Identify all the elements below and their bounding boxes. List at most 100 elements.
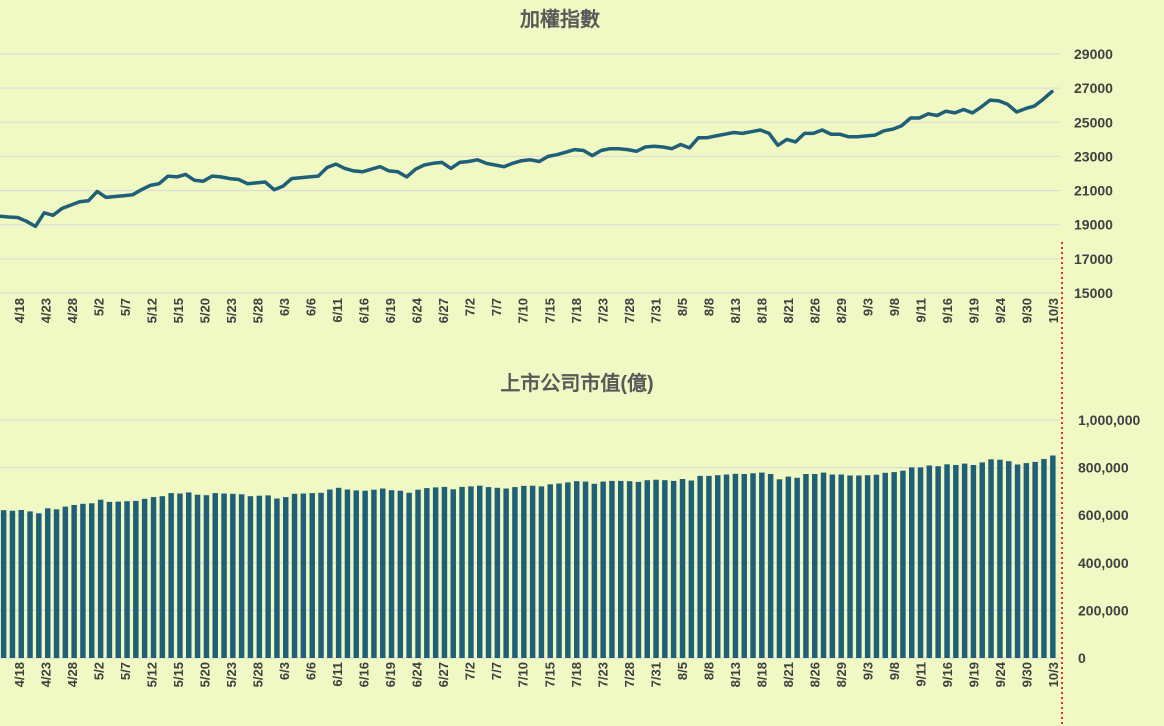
market-cap-bar (159, 496, 166, 658)
market-cap-bar (27, 511, 33, 658)
index-x-tick-label: 8/8 (701, 298, 716, 316)
market-cap-bar (1006, 461, 1012, 658)
market-cap-x-tick-label: 6/27 (436, 662, 451, 687)
index-x-tick-label: 8/13 (728, 298, 743, 323)
market-cap-bar (53, 509, 60, 659)
index-y-tick-label: 25000 (1074, 114, 1113, 130)
market-cap-bar (450, 489, 456, 658)
market-cap-bar (794, 477, 800, 658)
market-cap-x-tick-label: 8/18 (754, 662, 769, 687)
market-cap-bar (662, 480, 668, 658)
market-cap-x-tick-label: 9/16 (940, 662, 955, 687)
market-cap-bar (909, 467, 915, 658)
market-cap-bar (618, 480, 624, 658)
index-x-tick-label: 8/29 (834, 298, 849, 323)
market-cap-x-tick-label: 9/8 (887, 662, 902, 680)
market-cap-x-tick-label: 5/2 (92, 662, 107, 680)
index-y-tick-label: 19000 (1074, 217, 1113, 233)
index-line-chart: 加權指數 29000 27000 25000 23000 21000 19000 17000… (0, 7, 1113, 323)
index-x-tick-label: 7/23 (595, 298, 610, 323)
market-cap-bar (864, 475, 871, 658)
index-x-tick-label: 8/26 (807, 298, 822, 323)
market-cap-bar (194, 494, 201, 658)
index-x-tick-label: 9/16 (940, 298, 955, 323)
market-cap-y-axis: 1,000,000 800,000 600,000 400,000 200,000 0 (1078, 412, 1140, 666)
index-x-tick-label: 9/24 (993, 297, 1008, 323)
index-x-tick-label: 7/7 (489, 298, 504, 316)
market-cap-bar (1050, 455, 1056, 658)
market-cap-bar (944, 464, 950, 658)
market-cap-bar (979, 462, 985, 658)
market-cap-x-tick-label: 8/8 (701, 662, 716, 680)
market-cap-bar (529, 485, 536, 658)
market-cap-bar (820, 472, 827, 658)
market-cap-bar (829, 474, 836, 658)
index-x-tick-label: 6/3 (277, 298, 292, 316)
market-cap-bar (97, 499, 104, 658)
market-cap-bar (600, 481, 606, 658)
market-cap-x-tick-label: 7/18 (569, 662, 584, 687)
index-y-tick-label: 23000 (1074, 148, 1113, 164)
index-x-tick-label: 4/18 (12, 298, 27, 323)
market-cap-bar (230, 493, 236, 658)
index-x-tick-label: 9/3 (860, 298, 875, 316)
market-cap-x-tick-label: 4/23 (39, 662, 54, 687)
market-cap-bar (380, 488, 386, 658)
market-cap-bar (45, 508, 51, 658)
market-cap-x-tick-label: 7/23 (595, 662, 610, 687)
market-cap-bar (679, 479, 686, 658)
index-x-tick-label: 7/31 (648, 298, 663, 323)
market-cap-bar (715, 475, 721, 658)
market-cap-y-tick-label: 400,000 (1078, 555, 1129, 571)
market-cap-x-tick-label: 8/29 (834, 662, 849, 687)
index-chart-title: 加權指數 (519, 7, 600, 31)
index-x-tick-label: 4/23 (39, 298, 54, 323)
market-cap-bar (397, 490, 404, 658)
market-cap-bar (18, 510, 24, 658)
market-cap-bar (203, 495, 210, 658)
market-cap-bar (644, 480, 650, 658)
market-cap-bar (291, 493, 298, 658)
market-cap-bar (565, 482, 571, 658)
market-cap-y-tick-label: 200,000 (1078, 602, 1129, 618)
market-cap-x-tick-label: 6/6 (304, 662, 319, 680)
market-cap-x-tick-label: 9/3 (860, 662, 875, 680)
market-cap-x-tick-label: 6/24 (410, 661, 425, 687)
market-cap-x-tick-label: 6/16 (357, 662, 372, 687)
market-cap-x-axis: 4/18 4/23 4/28 5/2 5/7 5/12 5/15 5/20 5/23 5/28 6/… (12, 661, 1061, 687)
market-cap-bar (759, 472, 765, 658)
index-x-tick-label: 10/3 (1046, 298, 1061, 323)
market-cap-bar (406, 492, 412, 658)
market-cap-y-tick-label: 800,000 (1078, 460, 1129, 476)
market-cap-x-tick-label: 7/2 (463, 662, 478, 680)
market-cap-x-tick-label: 7/31 (648, 662, 663, 687)
market-cap-x-tick-label: 6/3 (277, 662, 292, 680)
market-cap-bar (856, 475, 862, 658)
market-cap-chart-title: 上市公司市值(億) (500, 371, 653, 395)
market-cap-x-tick-label: 8/21 (781, 662, 796, 687)
market-cap-bar (150, 497, 157, 658)
market-cap-bar (459, 486, 465, 658)
index-x-tick-label: 7/18 (569, 298, 584, 323)
market-cap-x-tick-label: 6/19 (383, 662, 398, 687)
market-cap-bar (468, 486, 474, 658)
index-x-tick-label: 6/16 (357, 298, 372, 323)
index-x-tick-label: 5/20 (198, 298, 213, 323)
market-cap-bar (353, 490, 359, 658)
market-cap-bar (247, 496, 254, 658)
market-cap-bar (274, 498, 280, 658)
market-cap-x-tick-label: 8/5 (675, 662, 690, 680)
index-x-axis: 4/18 4/23 4/28 5/2 5/7 5/12 5/15 5/20 5/23 5/28 6/… (12, 297, 1061, 323)
index-x-tick-label: 8/21 (781, 298, 796, 323)
market-cap-bar (124, 501, 130, 658)
market-cap-bar (309, 493, 315, 658)
market-cap-bar (36, 513, 42, 658)
index-x-tick-label: 9/19 (966, 298, 981, 323)
market-cap-bar (0, 510, 7, 658)
market-cap-bar (547, 484, 553, 658)
market-cap-x-tick-label: 9/19 (966, 662, 981, 687)
market-cap-x-tick-label: 9/11 (913, 662, 928, 687)
index-x-tick-label: 8/5 (675, 298, 690, 316)
